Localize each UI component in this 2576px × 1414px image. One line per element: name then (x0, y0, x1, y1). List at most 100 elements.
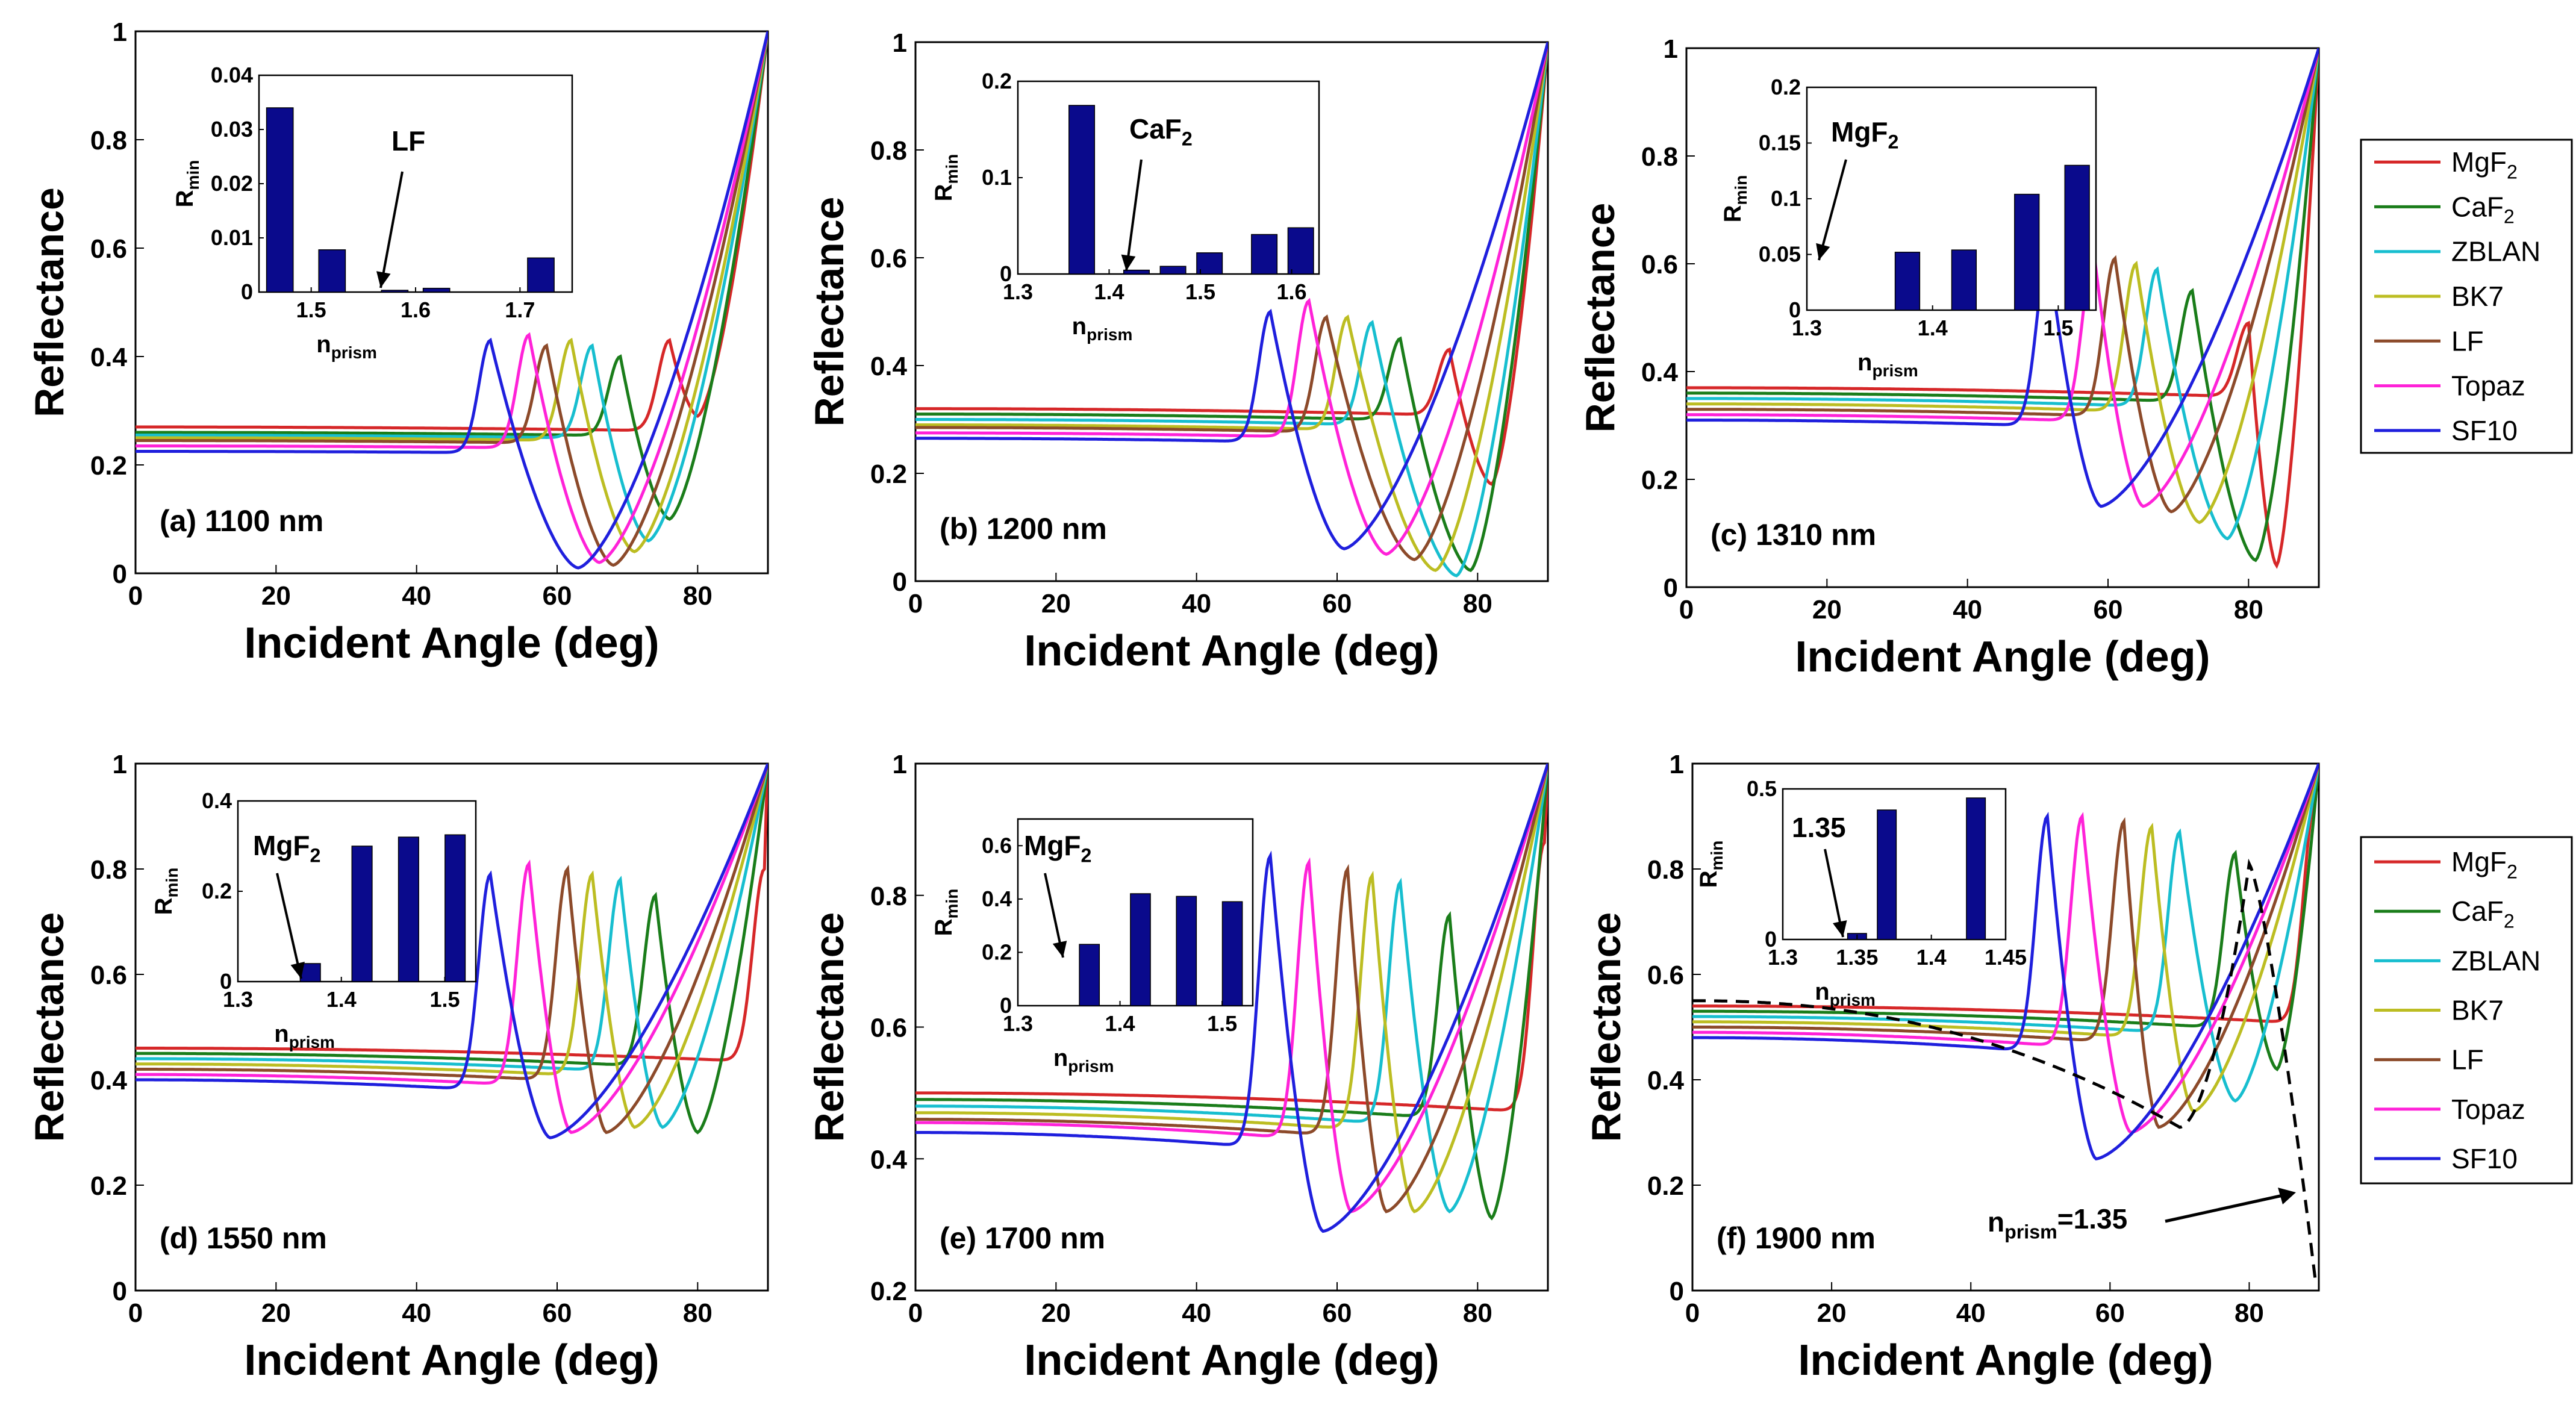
inset-bar-chart: 1.3 1.4 1.5 0 0.2 0.4 0.6 nprism Rmin MgF2 (931, 818, 1254, 1076)
inset-x-tick-label: 1.45 (1985, 945, 2027, 970)
x-tick-label: 20 (261, 1298, 291, 1328)
series-line-LF (1686, 48, 2319, 514)
inset-bar (1951, 249, 1977, 311)
series-line-nprism-1-35 (1692, 858, 2319, 1282)
annotation-arrowhead (1121, 254, 1136, 271)
inset-y-tick-label: 0 (241, 279, 253, 304)
inset-y-axis-title: Rmin (151, 868, 181, 915)
y-tick-label: 1 (893, 750, 907, 779)
legend-label-MgF2: MgF2 (2451, 146, 2518, 182)
inset-bar (318, 249, 346, 293)
y-tick-label: 1 (1670, 750, 1684, 779)
inset-bar-chart: 1.3 1.35 1.4 1.45 0 0.5 nprism Rmin 1.35 (1695, 776, 2027, 1009)
x-tick-label: 80 (2234, 595, 2263, 624)
x-tick-label: 20 (1817, 1298, 1847, 1328)
x-tick-label: 60 (2094, 595, 2123, 624)
series-line-LF (915, 42, 1548, 561)
inset-bar (444, 834, 466, 982)
x-tick-label: 80 (1463, 1298, 1492, 1328)
x-tick-label: 40 (1182, 589, 1211, 618)
legend-label-CaF2: CaF2 (2451, 895, 2515, 932)
inset-y-tick-label: 0.03 (211, 117, 253, 142)
inset-y-tick-label: 0.2 (982, 69, 1012, 93)
y-axis-title: Reflectance (1583, 912, 1629, 1142)
inset-y-tick-label: 0.04 (211, 63, 253, 87)
y-tick-label: 0.6 (90, 234, 127, 264)
inset-bar (422, 287, 451, 293)
x-tick-label: 60 (1323, 589, 1352, 618)
y-tick-label: 0.8 (1641, 142, 1678, 172)
inset-bar-chart: 1.3 1.4 1.5 0 0.2 0.4 nprism Rmin MgF2 (151, 788, 477, 1051)
inset-x-tick-label: 1.5 (1185, 279, 1215, 304)
x-tick-label: 0 (128, 581, 143, 611)
inset-x-tick-label: 1.35 (1836, 945, 1878, 970)
inset-y-tick-label: 0 (1000, 993, 1012, 1018)
x-tick-label: 20 (1041, 589, 1071, 618)
y-axis-title: Reflectance (27, 912, 72, 1142)
inset-bar-chart: 1.3 1.4 1.5 1.6 0 0.1 0.2 nprism Rmin CaF2 (931, 69, 1320, 344)
annotation-arrowhead (1833, 920, 1847, 937)
y-tick-label: 0.8 (90, 855, 127, 885)
series-line-CaF2 (915, 42, 1548, 573)
panel-tag: (c) 1310 nm (1711, 518, 1876, 552)
panel-b: 0 20 40 60 80 0 0.2 0.4 0.6 0.8 1 Incident Angle (d… (806, 28, 1549, 675)
inset-annotation: LF (391, 125, 425, 157)
inset-bar (266, 107, 294, 293)
legend-label-Topaz: Topaz (2451, 370, 2525, 402)
inset-annotation: MgF2 (1831, 116, 1898, 152)
inset-x-axis-title: nprism (1815, 979, 1876, 1009)
inset-frame (258, 74, 573, 293)
y-tick-label: 1 (1664, 34, 1678, 64)
series-line-SF10 (136, 764, 768, 1139)
y-axis-title: Reflectance (806, 197, 852, 427)
x-tick-label: 60 (543, 581, 572, 611)
y-tick-label: 0.6 (1647, 961, 1684, 990)
inset-bar (1287, 227, 1314, 275)
inset-x-tick-label: 1.5 (2043, 316, 2073, 340)
series-line-LF (915, 764, 1548, 1213)
curves (136, 31, 768, 570)
inset-y-tick-label: 0.1 (982, 165, 1012, 190)
series-line-Topaz (1686, 48, 2319, 508)
legend-label-SF10: SF10 (2451, 415, 2518, 446)
y-tick-label: 0.2 (870, 1277, 907, 1306)
inset-x-axis-title: nprism (1072, 313, 1133, 344)
x-axis-title: Incident Angle (deg) (1024, 1336, 1439, 1384)
inset-x-tick-label: 1.5 (1207, 1011, 1237, 1036)
y-tick-label: 0 (1664, 573, 1678, 603)
y-tick-label: 0.2 (1647, 1171, 1684, 1201)
y-tick-label: 0.2 (1641, 466, 1678, 495)
annotation-arrow (276, 873, 302, 979)
x-tick-label: 40 (402, 581, 431, 611)
y-tick-label: 0.4 (870, 352, 908, 381)
y-tick-label: 0 (113, 1277, 127, 1306)
x-tick-label: 0 (908, 589, 923, 618)
inset-x-tick-label: 1.6 (1277, 279, 1307, 304)
x-axis-title: Incident Angle (deg) (244, 1336, 659, 1384)
x-tick-label: 60 (2095, 1298, 2125, 1328)
series-line-BK7 (1686, 48, 2319, 525)
inset-x-tick-label: 1.4 (326, 987, 357, 1012)
legend-label-MgF2: MgF2 (2451, 846, 2518, 882)
x-axis-title: Incident Angle (deg) (244, 619, 659, 667)
panel-tag: (b) 1200 nm (940, 512, 1107, 546)
inset-x-tick-label: 1.3 (1792, 316, 1822, 340)
inset-x-tick-label: 1.3 (1003, 279, 1033, 304)
series-line-SF10 (915, 764, 1548, 1233)
inset-bar (1159, 266, 1187, 275)
y-tick-label: 0.2 (90, 451, 127, 481)
series-line-MgF2 (915, 764, 1548, 1112)
y-tick-label: 0 (893, 567, 907, 597)
series-line-Topaz (915, 42, 1548, 556)
x-tick-label: 40 (1182, 1298, 1211, 1328)
x-tick-label: 20 (1041, 1298, 1071, 1328)
inset-x-axis-title: nprism (316, 331, 377, 362)
panel-f: 0 20 40 60 80 0 0.2 0.4 0.6 0.8 1 Incident Angle (d… (1583, 750, 2320, 1384)
y-tick-label: 1 (113, 750, 127, 779)
inset-x-tick-label: 1.5 (296, 297, 326, 322)
inset-x-tick-label: 1.6 (401, 297, 431, 322)
legend-label-CaF2: CaF2 (2451, 191, 2515, 227)
x-tick-label: 80 (2235, 1298, 2264, 1328)
inset-y-tick-label: 0.2 (982, 939, 1012, 964)
x-tick-label: 0 (128, 1298, 143, 1328)
